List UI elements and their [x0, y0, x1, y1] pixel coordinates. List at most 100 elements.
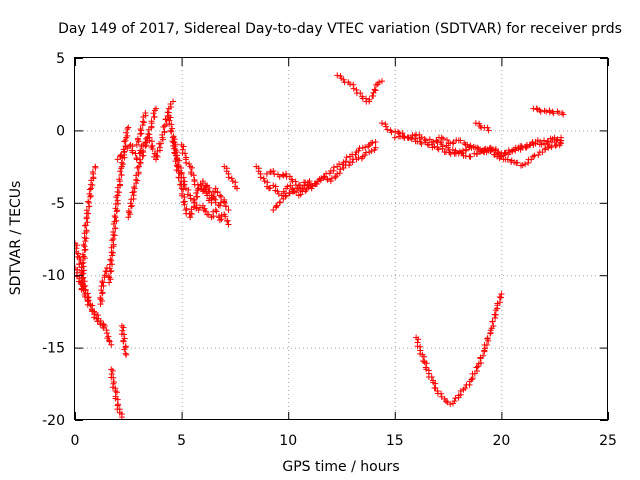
series-arc-4 — [97, 264, 110, 308]
data-point-interp — [355, 154, 362, 161]
series-arc-24 — [413, 291, 505, 408]
data-point-interp — [122, 350, 129, 357]
data-point — [108, 341, 115, 348]
data-point-interp — [177, 181, 184, 188]
data-point-interp — [187, 210, 194, 217]
data-point — [142, 110, 149, 117]
data-point-interp — [188, 171, 195, 178]
y-tick-label: -20 — [42, 413, 65, 429]
data-point — [261, 178, 268, 185]
data-point — [543, 108, 550, 115]
data-point-interp — [330, 164, 337, 171]
series-arc-3 — [77, 163, 99, 293]
data-point-interp — [480, 352, 487, 359]
data-point-interp — [167, 127, 174, 134]
data-point-interp — [554, 136, 561, 143]
x-tick-label: 10 — [279, 433, 297, 449]
data-point — [274, 188, 281, 195]
data-point — [81, 243, 88, 250]
data-point-interp — [87, 302, 94, 309]
data-point-interp — [495, 149, 502, 156]
series-arc-23 — [530, 105, 567, 118]
data-point-interp — [186, 160, 193, 167]
data-point-interp — [121, 138, 128, 145]
data-point-interp — [477, 360, 484, 367]
data-point-interp — [423, 360, 430, 367]
data-point-interp — [366, 96, 373, 103]
series-arc-13 — [178, 141, 228, 209]
data-point-interp — [109, 237, 116, 244]
data-point — [212, 207, 219, 214]
data-point-interp — [267, 185, 274, 192]
chart-title: Day 149 of 2017, Sidereal Day-to-day VTE… — [58, 21, 622, 37]
data-point-interp — [106, 274, 113, 281]
data-point-interp — [550, 110, 557, 117]
data-point — [391, 134, 398, 141]
data-point-interp — [194, 193, 201, 200]
data-point-interp — [489, 318, 496, 325]
y-tick-label: -10 — [42, 268, 65, 284]
data-point-interp — [97, 296, 104, 303]
data-point-interp — [116, 176, 123, 183]
data-point-interp — [180, 186, 187, 193]
data-point-interp — [167, 114, 174, 121]
data-point-interp — [110, 241, 117, 248]
data-point-interp — [80, 259, 87, 266]
data-point — [541, 140, 548, 147]
data-point-interp — [459, 150, 466, 157]
data-point — [125, 214, 132, 221]
data-point-interp — [110, 374, 117, 381]
data-point-interp — [532, 140, 539, 147]
data-point-interp — [100, 282, 107, 289]
data-point — [92, 163, 99, 170]
series-arc-21 — [434, 137, 565, 160]
data-point-interp — [86, 186, 93, 193]
data-point-interp — [510, 146, 517, 153]
data-point-interp — [504, 156, 511, 163]
data-point — [474, 363, 481, 370]
data-point-interp — [273, 202, 280, 209]
data-point-interp — [357, 90, 364, 97]
data-point-interp — [122, 137, 129, 144]
data-point-interp — [181, 201, 188, 208]
data-point-interp — [349, 159, 356, 166]
data-point-interp — [128, 202, 135, 209]
data-point-interp — [110, 228, 117, 235]
data-point-interp — [140, 119, 147, 126]
data-point-interp — [83, 207, 90, 214]
data-point — [270, 167, 277, 174]
data-point-interp — [420, 353, 427, 360]
data-point-interp — [154, 153, 161, 160]
data-point-interp — [194, 181, 201, 188]
data-point-interp — [214, 189, 221, 196]
data-point-interp — [167, 100, 174, 107]
data-point-interp — [188, 164, 195, 171]
data-point — [289, 178, 296, 185]
data-point-interp — [187, 195, 194, 202]
data-point — [283, 192, 290, 199]
data-point-interp — [218, 193, 225, 200]
data-point — [379, 120, 386, 127]
data-point-interp — [175, 174, 182, 181]
data-point-interp — [336, 161, 343, 168]
data-point-interp — [79, 251, 86, 258]
data-point — [498, 291, 505, 298]
data-point-interp — [193, 189, 200, 196]
data-point — [270, 207, 277, 214]
data-point-interp — [330, 167, 337, 174]
data-point-interp — [523, 144, 530, 151]
data-point — [225, 221, 232, 228]
data-point — [276, 173, 283, 180]
data-point-interp — [171, 150, 178, 157]
data-point-interp — [78, 281, 85, 288]
data-point — [263, 170, 270, 177]
data-point-interp — [157, 140, 164, 147]
data-point-interp — [205, 211, 212, 218]
data-point — [229, 178, 236, 185]
data-point-interp — [552, 142, 559, 149]
data-point — [347, 81, 354, 88]
data-point-interp — [170, 133, 177, 140]
data-point — [468, 376, 475, 383]
y-tick-label: -5 — [51, 196, 65, 212]
data-point-interp — [439, 143, 446, 150]
